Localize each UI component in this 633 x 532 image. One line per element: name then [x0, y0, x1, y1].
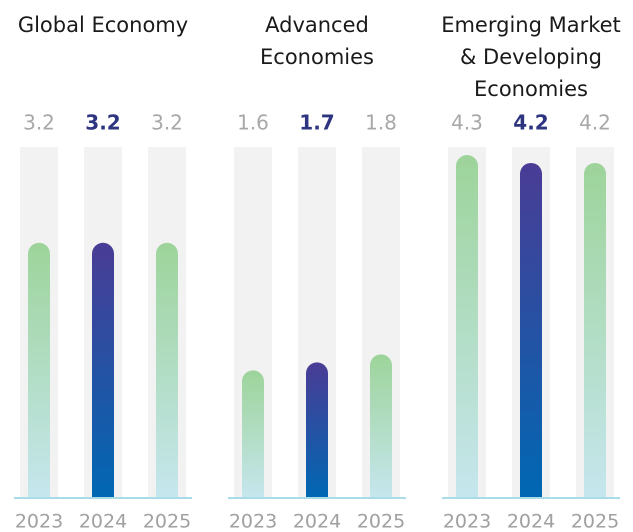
value-label: 1.6	[237, 111, 269, 135]
x-tick-label: 2023	[443, 511, 491, 532]
value-label: 3.2	[85, 111, 120, 135]
x-tick-label: 2024	[79, 511, 127, 532]
bar	[92, 242, 114, 498]
bar	[456, 154, 478, 498]
value-label: 4.2	[579, 111, 611, 135]
panel-title: Economies	[474, 77, 588, 101]
bar	[156, 242, 178, 498]
bar	[306, 362, 328, 498]
value-label: 3.2	[151, 111, 183, 135]
x-tick-label: 2024	[293, 511, 341, 532]
value-label: 3.2	[23, 111, 55, 135]
bar	[370, 354, 392, 498]
panel-title: Emerging Market	[441, 13, 621, 37]
x-tick-label: 2025	[571, 511, 619, 532]
x-tick-label: 2023	[15, 511, 63, 532]
panel-title: Economies	[260, 45, 374, 69]
value-label: 1.7	[299, 111, 334, 135]
value-label: 1.8	[365, 111, 397, 135]
x-tick-label: 2025	[357, 511, 405, 532]
x-tick-label: 2023	[229, 511, 277, 532]
panel-title: & Developing	[460, 45, 602, 69]
panel-title: Global Economy	[18, 13, 188, 37]
value-label: 4.3	[451, 111, 483, 135]
value-label: 4.2	[513, 111, 548, 135]
x-tick-label: 2024	[507, 511, 555, 532]
x-tick-label: 2025	[143, 511, 191, 532]
bar	[28, 242, 50, 498]
panel-title: Advanced	[265, 13, 369, 37]
bar	[520, 162, 542, 499]
bar	[242, 370, 264, 498]
bar	[584, 162, 606, 499]
